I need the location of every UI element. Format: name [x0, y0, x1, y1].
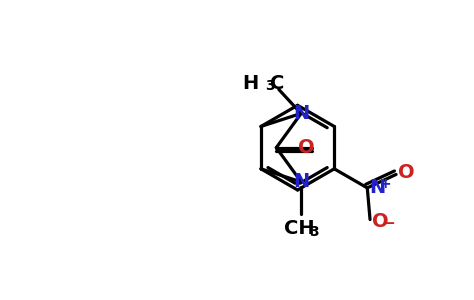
Text: H: H [243, 74, 259, 93]
Text: C: C [270, 74, 284, 93]
Text: N: N [293, 104, 310, 123]
Text: 3: 3 [309, 225, 319, 239]
Text: +: + [380, 177, 391, 191]
Text: 3: 3 [265, 80, 274, 93]
Text: CH: CH [284, 219, 315, 238]
Text: N: N [369, 178, 385, 197]
Text: O: O [398, 164, 414, 182]
Text: N: N [293, 172, 310, 191]
Text: O: O [372, 212, 388, 231]
Text: −: − [383, 216, 395, 231]
Text: O: O [298, 138, 314, 157]
